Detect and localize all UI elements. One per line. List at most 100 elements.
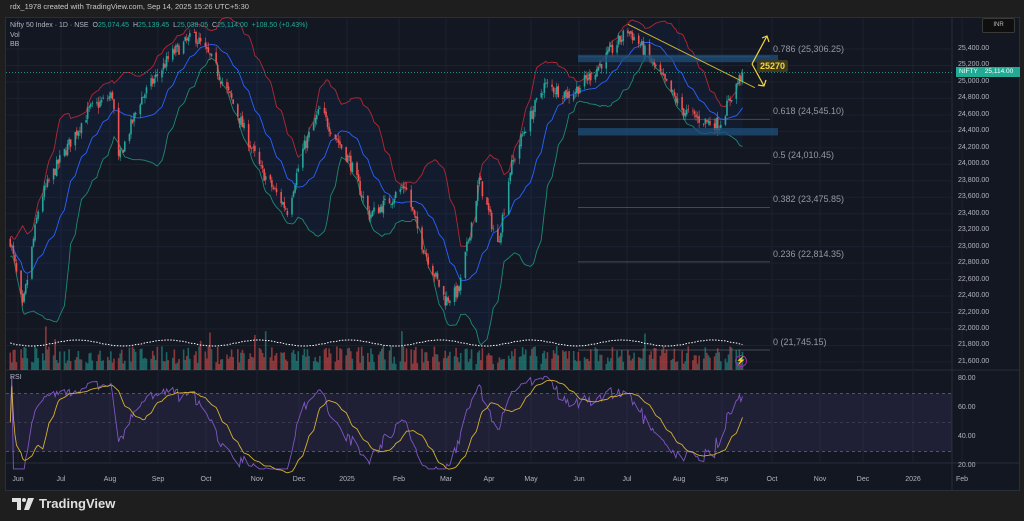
volume-bar [521,347,524,370]
candle-body [69,139,72,147]
candle-body [65,150,67,156]
support-resistance-zone [578,128,778,136]
candle-body [325,111,327,118]
volume-bar [261,352,264,370]
volume-bar [11,362,13,370]
candle-body [238,118,241,124]
candle-body [48,179,50,181]
candle-body [346,155,349,163]
candle-body [444,296,447,306]
price-tick-label: 23,800.00 [958,176,990,184]
lightning-event-icon[interactable]: ⚡ [735,355,747,367]
volume-bar [684,361,686,370]
candle-body [63,148,66,156]
candle-body [402,185,405,189]
rsi-indicator-label[interactable]: RSI [10,374,22,381]
candle-body [480,178,482,181]
candle-body [139,104,142,115]
symbol-title[interactable]: Nifty 50 Index · 1D · NSE [10,22,89,29]
volume-bar [250,356,253,370]
volume-bar [531,348,533,370]
volume-bar [34,346,36,370]
candle-body [373,207,375,212]
time-tick-label: Jul [56,476,66,483]
volume-bar [110,351,112,370]
volume-bar [702,358,705,370]
candle-body [435,272,437,277]
volume-bar [165,352,168,370]
volume-bar [198,346,200,370]
volume-bar [541,353,544,370]
candle-body [319,108,321,110]
candle-body [702,123,705,125]
candle-body [500,232,502,243]
candle-body [467,240,470,242]
volume-bar [390,346,392,370]
candle-body [630,31,632,34]
volume-bar [481,348,484,370]
volume-bar [730,347,733,370]
candle-body [274,187,276,189]
volume-bar [88,353,91,370]
volume-bar [459,352,462,370]
volume-bar [644,333,646,370]
candle-body [458,286,460,291]
volume-bar [15,362,18,370]
volume-bar [21,358,24,370]
candle-body [572,95,575,100]
candle-body [133,113,135,122]
volume-bar [184,359,186,370]
currency-selector[interactable]: INR [982,18,1015,33]
volume-bar [707,355,710,370]
candle-body [281,202,284,205]
candle-body [735,83,738,99]
rsi-tick-label: 80.00 [958,375,976,382]
volume-bar [74,359,77,370]
volume-bar [210,349,213,370]
volume-bar [360,346,363,370]
candle-body [432,265,434,275]
tradingview-logo[interactable]: TradingView [12,496,115,511]
volume-bar [96,361,98,370]
volume-bar [295,360,298,370]
target-price-label[interactable]: 25270 [757,60,789,72]
candle-body [96,101,98,104]
volume-bar [449,351,451,370]
volume-bar [319,355,321,370]
candle-body [497,229,499,243]
candle-body [665,78,668,81]
volume-indicator-label[interactable]: Vol [10,31,20,39]
volume-bar [617,357,620,370]
candle-body [165,56,168,67]
candle-body [540,92,543,98]
volume-bar [715,352,717,370]
candle-body [589,73,592,81]
volume-bar [724,358,727,370]
candle-body [388,198,391,204]
candle-body [91,102,94,104]
volume-bar [79,359,81,370]
candle-body [37,211,39,219]
trendline [627,23,756,89]
volume-bar [726,362,728,370]
candle-body [520,134,522,147]
rsi-tick-label: 40.00 [958,433,976,440]
volume-bar [641,358,643,370]
candle-body [21,293,24,303]
volume-bar [229,356,231,370]
candle-body [498,241,501,243]
volume-bar [55,360,58,370]
volume-bar [596,348,598,370]
bollinger-indicator-label[interactable]: BB [10,41,20,48]
volume-bar [464,348,467,370]
volume-bar [631,358,634,370]
volume-bar [470,349,473,370]
candle-body [162,63,165,70]
candle-body [275,188,278,193]
volume-bar [359,362,361,370]
candle-body [738,75,741,84]
candle-body [229,91,231,93]
up-arrow-line [751,35,768,65]
volume-bar [66,360,69,370]
